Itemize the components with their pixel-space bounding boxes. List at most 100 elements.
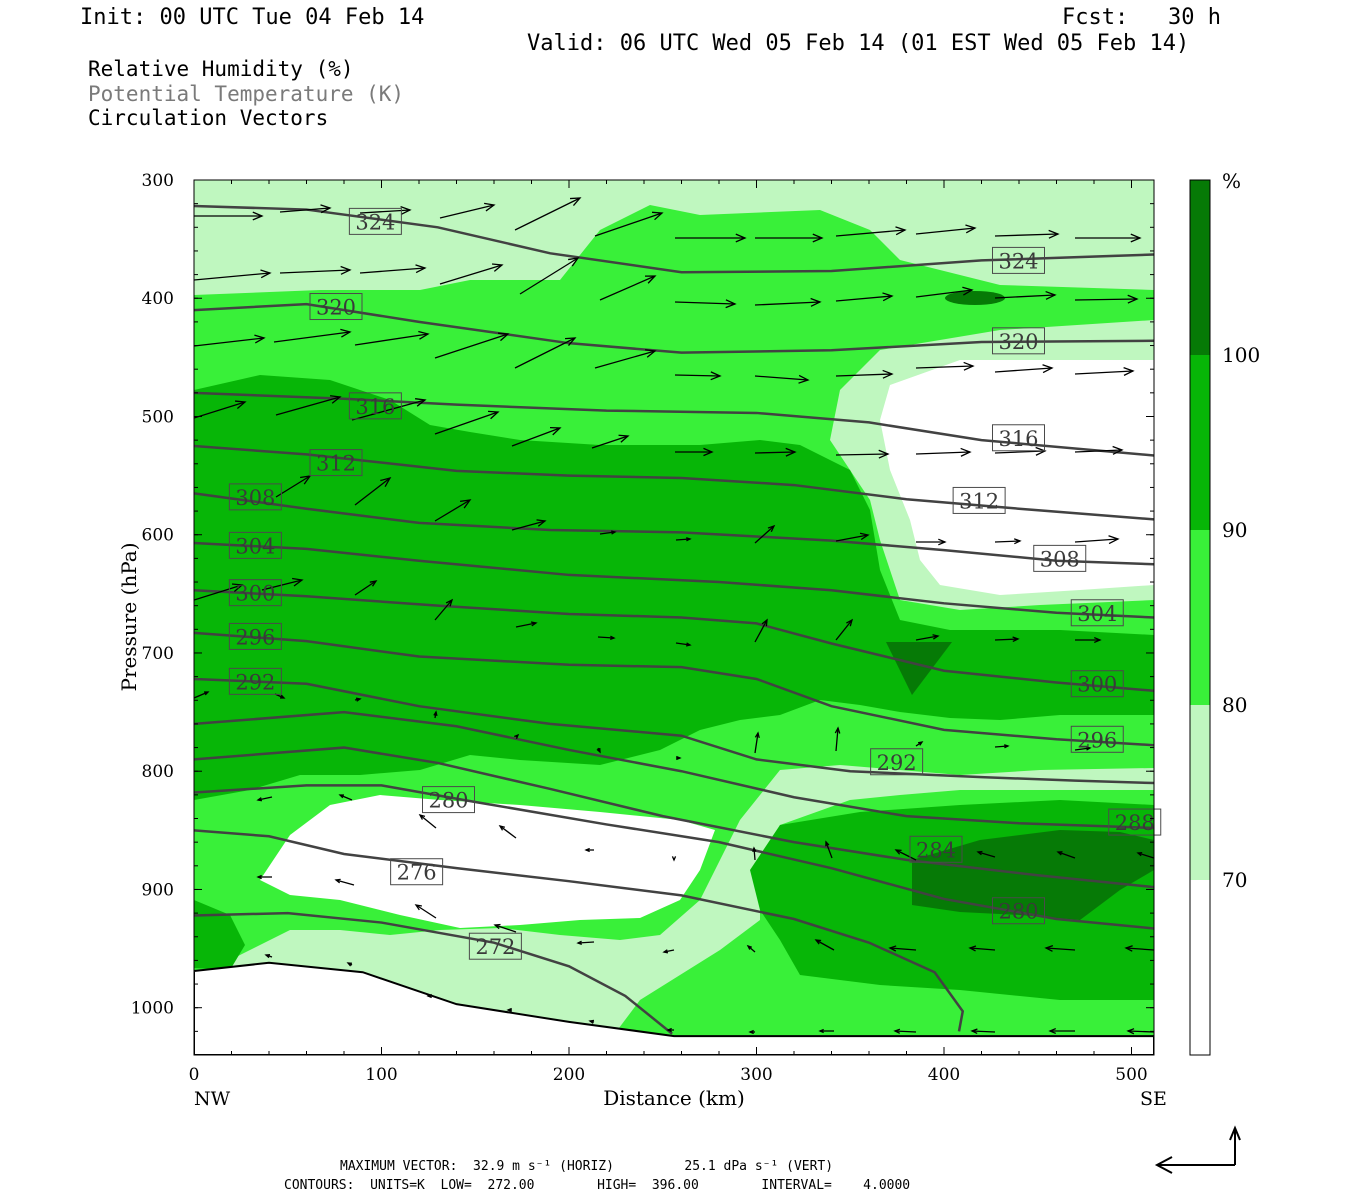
circulation-vector bbox=[835, 226, 907, 237]
circulation-vector bbox=[194, 334, 266, 347]
circulation-vector bbox=[354, 580, 378, 596]
circulation-vector bbox=[338, 794, 353, 801]
circulation-vector bbox=[591, 434, 630, 449]
theta-contour-304 bbox=[194, 541, 1154, 619]
theta-label-296: 296 bbox=[1070, 725, 1124, 753]
circulation-vector bbox=[275, 395, 342, 416]
colorbar-seg-90-100 bbox=[1190, 355, 1210, 530]
theta-label-text: 308 bbox=[1040, 547, 1080, 571]
circulation-vector bbox=[194, 583, 244, 601]
theta-label-text: 300 bbox=[235, 582, 275, 606]
y-tick-label: 300 bbox=[142, 171, 174, 191]
circulation-vector bbox=[835, 449, 890, 459]
theta-contour-288 bbox=[194, 710, 1154, 830]
circulation-vector bbox=[354, 697, 362, 702]
theta-label-296: 296 bbox=[228, 622, 282, 650]
theta-label-300: 300 bbox=[228, 579, 282, 607]
circulation-vector bbox=[754, 297, 822, 307]
circulation-vector bbox=[273, 328, 352, 343]
colorbar-seg-lt70 bbox=[1190, 880, 1210, 1055]
y-tick-label: 1000 bbox=[131, 999, 174, 1019]
circulation-vector bbox=[675, 447, 714, 457]
forecast-hour: Fcst: 30 h bbox=[1062, 5, 1221, 30]
y-tick-label: 800 bbox=[142, 762, 174, 782]
theta-label-316: 316 bbox=[348, 392, 402, 420]
theta-contour-280 bbox=[194, 784, 1154, 930]
circulation-vector bbox=[584, 847, 594, 853]
theta-label-324: 324 bbox=[992, 246, 1045, 274]
circulation-vector bbox=[834, 726, 841, 752]
circulation-vector bbox=[1075, 636, 1102, 644]
theta-label-text: 312 bbox=[959, 489, 999, 513]
circulation-vector bbox=[194, 211, 264, 221]
theta-contour-312 bbox=[194, 444, 1154, 521]
circulation-vector bbox=[888, 945, 917, 952]
x-end-label-nw: NW bbox=[194, 1088, 231, 1110]
circulation-vector bbox=[426, 993, 432, 999]
colorbar-seg-70-80 bbox=[1190, 705, 1210, 880]
circulation-vector bbox=[666, 1027, 674, 1033]
theta-contour-276 bbox=[194, 829, 965, 1032]
theta-label-text: 300 bbox=[1077, 673, 1117, 697]
circulation-vector bbox=[915, 741, 924, 747]
y-tick-label: 700 bbox=[142, 644, 174, 664]
rh-band-70-80-lower bbox=[194, 765, 1154, 1040]
circulation-vector bbox=[835, 618, 854, 641]
circulation-vector bbox=[1074, 294, 1139, 304]
colorbar-unit: % bbox=[1222, 169, 1241, 193]
circulation-vector bbox=[671, 856, 677, 862]
circulation-vector bbox=[354, 330, 430, 346]
circulation-vector bbox=[256, 874, 272, 880]
circulation-vector bbox=[506, 1007, 512, 1013]
circulation-vector bbox=[434, 332, 510, 359]
theta-contour-308 bbox=[194, 492, 1154, 566]
circulation-vector bbox=[515, 621, 538, 628]
circulation-vector bbox=[755, 233, 824, 243]
circulation-vector bbox=[835, 369, 894, 379]
circulation-vector bbox=[514, 337, 577, 369]
circulation-vector bbox=[433, 710, 438, 719]
circulation-vector bbox=[256, 796, 273, 802]
circulation-vector bbox=[1124, 945, 1154, 952]
theta-label-text: 316 bbox=[355, 395, 395, 419]
x-tick-label: 300 bbox=[740, 1065, 772, 1085]
theta-label-text: 296 bbox=[235, 625, 275, 649]
theta-label-text: 296 bbox=[1077, 728, 1117, 752]
circulation-vector bbox=[514, 197, 582, 231]
colorbar-seg-80-90 bbox=[1190, 530, 1210, 705]
circulation-vector bbox=[1048, 1027, 1075, 1035]
theta-contour-296 bbox=[194, 631, 1154, 747]
rh-ge100-triangle bbox=[886, 642, 952, 695]
circulation-vector bbox=[994, 229, 1060, 239]
y-tick-label: 400 bbox=[142, 289, 174, 309]
circulation-vector bbox=[835, 292, 894, 302]
circulation-vector bbox=[194, 691, 210, 699]
valid-time: Valid: 06 UTC Wed 05 Feb 14 (01 EST Wed … bbox=[527, 31, 1190, 56]
theta-label-324: 324 bbox=[348, 207, 402, 235]
circulation-vector bbox=[915, 286, 974, 298]
circulation-vector bbox=[351, 398, 427, 421]
theta-label-text: 320 bbox=[998, 330, 1038, 354]
rh-ge100-blob bbox=[945, 291, 1005, 305]
circulation-vector bbox=[434, 410, 500, 435]
circulation-vector bbox=[346, 962, 353, 967]
circulation-vector bbox=[434, 499, 472, 522]
theta-contour-284 bbox=[194, 746, 1154, 889]
circulation-vector bbox=[439, 202, 496, 219]
circulation-vector bbox=[334, 878, 355, 886]
theta-label-304: 304 bbox=[228, 531, 282, 559]
x-tick-label: 0 bbox=[189, 1065, 200, 1085]
theta-contour-272 bbox=[194, 911, 673, 1035]
circulation-vector bbox=[493, 923, 517, 933]
circulation-vector bbox=[1126, 1028, 1154, 1035]
y-tick-label: 900 bbox=[142, 880, 174, 900]
theta-contour-300 bbox=[194, 589, 1154, 693]
relative-humidity-fill bbox=[194, 180, 1154, 1055]
potential-temperature-contours bbox=[194, 204, 1154, 1035]
circulation-vector bbox=[752, 846, 757, 861]
theta-label-text: 308 bbox=[235, 486, 275, 510]
theta-label-text: 292 bbox=[877, 751, 917, 775]
theta-label-text: 272 bbox=[475, 935, 515, 959]
theta-label-text: 324 bbox=[355, 210, 395, 234]
contours-line: CONTOURS: UNITS=K LOW= 272.00 HIGH= 396.… bbox=[284, 1178, 911, 1193]
